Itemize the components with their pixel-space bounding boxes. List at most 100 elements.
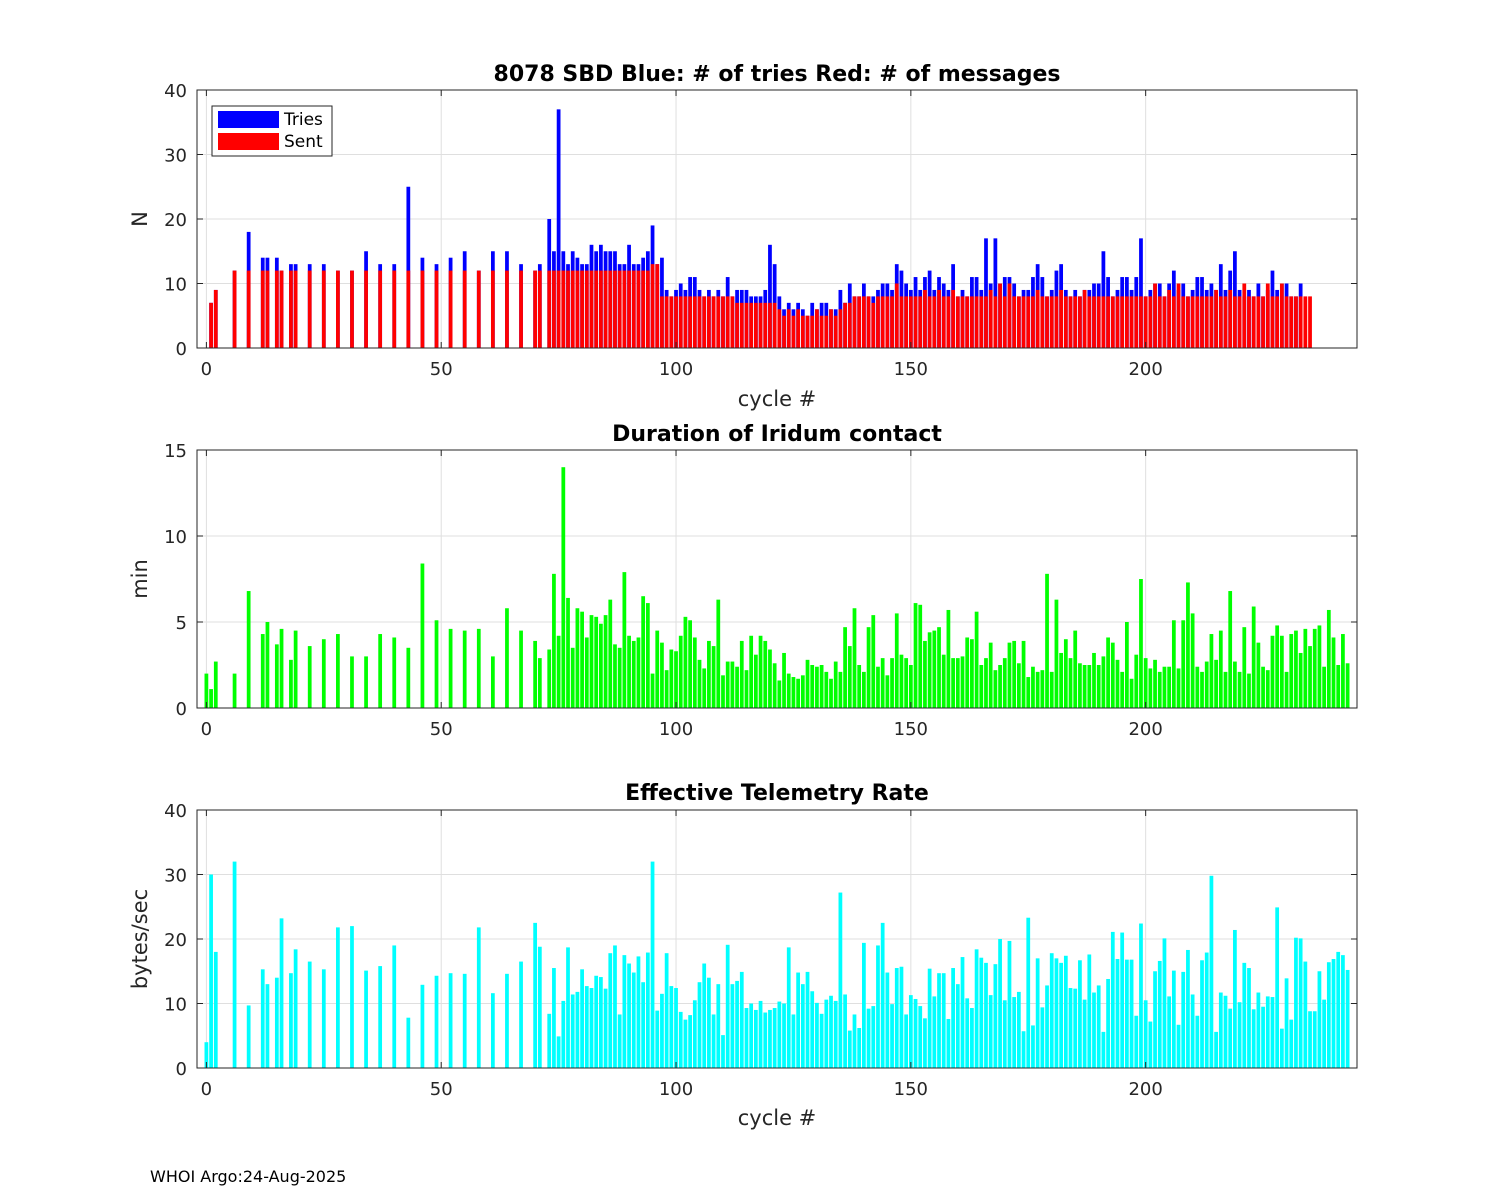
legend-label-sent: Sent [284, 132, 323, 152]
bar-duration [838, 671, 843, 708]
bar-duration [476, 628, 481, 708]
bar-duration [1228, 591, 1233, 708]
bar-rate [1078, 960, 1082, 1068]
bar-duration [1275, 625, 1280, 708]
bar-duration [364, 656, 368, 708]
bar-duration [1345, 663, 1350, 708]
bar-duration [1331, 637, 1336, 708]
bar-duration [622, 572, 627, 708]
bar-duration [274, 644, 279, 708]
bar-rate [392, 945, 397, 1068]
x-tick-label: 50 [430, 359, 453, 380]
bar-rate [711, 1014, 716, 1068]
bar-sent [918, 296, 923, 348]
bar-rate [1247, 968, 1251, 1068]
bar-duration [946, 609, 951, 708]
bar-sent [617, 270, 622, 348]
bar-duration [1195, 666, 1200, 708]
chart-title: Duration of Iridum contact [612, 422, 942, 447]
bar-duration [1247, 673, 1251, 708]
bar-duration [1049, 671, 1054, 708]
ticks: 0 50 100 150 200 0 10 20 30 40 [164, 801, 1357, 1100]
x-axis-label: cycle # [738, 387, 817, 411]
bar-rate [707, 977, 711, 1068]
bar-rate [1242, 962, 1247, 1068]
bar-duration [1073, 630, 1078, 708]
bar-rate [613, 945, 617, 1068]
y-tick-label: 40 [164, 81, 187, 102]
bar-duration [519, 630, 523, 708]
bar-rate [434, 975, 439, 1068]
bar-sent [927, 296, 932, 348]
bar-duration [923, 640, 927, 708]
bar-duration [378, 634, 383, 708]
bar-sent [599, 270, 603, 348]
bar-sent [1228, 289, 1233, 348]
bar-sent [974, 296, 979, 348]
bar-duration [608, 599, 613, 708]
bar-duration [871, 615, 876, 708]
x-tick-label: 200 [1128, 359, 1162, 380]
x-tick-label: 150 [894, 359, 928, 380]
bar-rate [1148, 1021, 1153, 1068]
bar-rate [406, 1017, 411, 1068]
bar-sent [575, 270, 580, 348]
bar-duration [890, 658, 894, 708]
bar-sent [852, 296, 857, 348]
bar-duration [533, 640, 538, 708]
bar-sent [462, 270, 467, 348]
bar-rate [692, 1000, 697, 1068]
bar-rate [1031, 1025, 1035, 1068]
bar-rate [1007, 940, 1012, 1068]
bar-sent [1176, 283, 1181, 348]
bar-duration [702, 668, 707, 708]
bar-duration [1256, 642, 1261, 708]
bar-rate [1294, 937, 1298, 1068]
bar-duration [894, 613, 899, 708]
bar-rate [1110, 931, 1115, 1068]
bar-sent [1218, 296, 1223, 348]
bar-sent [1308, 296, 1312, 348]
bar-rate [871, 1006, 876, 1068]
bar-duration [1233, 661, 1237, 708]
bar-duration [1289, 634, 1294, 708]
bar-duration [1214, 659, 1218, 708]
bar-rate [1303, 961, 1308, 1068]
bar-sent [674, 296, 678, 348]
bar-sent [838, 309, 843, 348]
bar-duration [1322, 666, 1327, 708]
x-tick-label: 100 [659, 1079, 693, 1100]
bar-sent [1153, 283, 1157, 348]
bar-rate [655, 1010, 660, 1068]
bar-rate [1096, 985, 1101, 1068]
bar-sent [692, 296, 697, 348]
bar-rate [1002, 1000, 1007, 1068]
bar-rate [1265, 996, 1270, 1068]
bars [204, 861, 1350, 1068]
bar-rate [1092, 992, 1096, 1068]
bar-duration [1341, 634, 1345, 708]
bar-rate [589, 988, 594, 1068]
bar-sent [570, 270, 575, 348]
bar-sent [476, 270, 481, 348]
bar-rate [519, 961, 523, 1068]
bar-rate [1270, 997, 1275, 1068]
bar-rate [857, 1028, 862, 1068]
legend: Tries Sent [211, 105, 333, 157]
bar-rate [683, 1019, 688, 1068]
bar-duration [1242, 627, 1247, 708]
bar-rate [1139, 923, 1143, 1068]
bar-sent [923, 289, 927, 348]
bar-sent [589, 270, 594, 348]
bar-rate [805, 971, 810, 1068]
bar-rate [1153, 971, 1157, 1068]
bar-sent [636, 270, 641, 348]
bar-duration [570, 647, 575, 708]
bar-duration [1110, 642, 1115, 708]
bar-rate [232, 861, 237, 1068]
bar-rate [1214, 1031, 1218, 1068]
bar-rate [862, 942, 866, 1068]
bar-duration [725, 661, 730, 708]
bar-duration [1125, 622, 1129, 708]
bar-rate [1200, 960, 1204, 1068]
